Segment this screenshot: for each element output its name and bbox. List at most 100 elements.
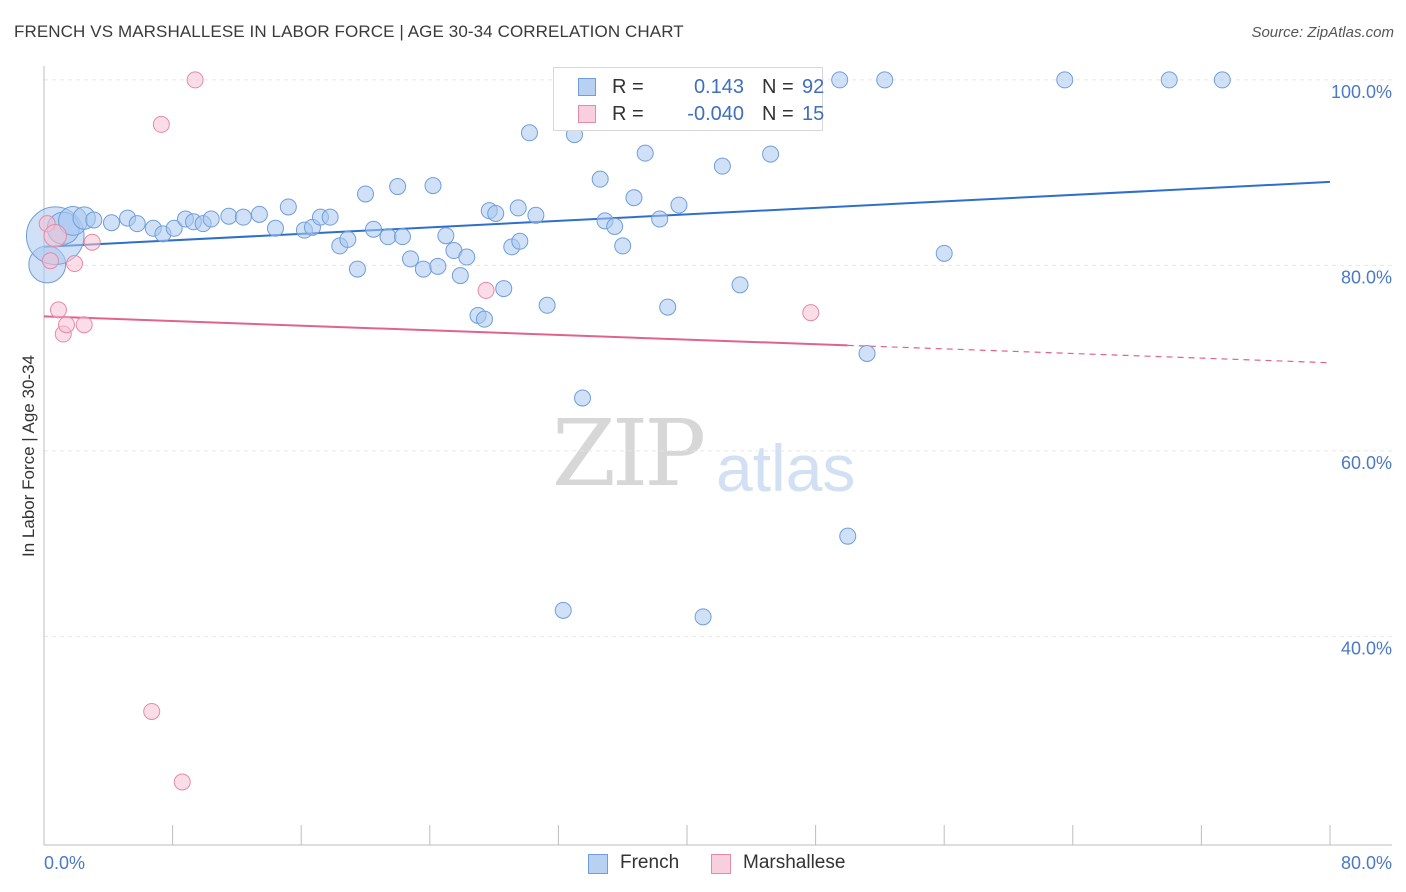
point-french[interactable] [511, 232, 529, 250]
point-french[interactable] [762, 145, 780, 163]
n-value: 92 [802, 76, 825, 98]
trend-line-marshallese [43, 315, 848, 347]
y-tick-label: 80.0% [1341, 267, 1392, 287]
point-french[interactable] [636, 144, 654, 162]
point-french[interactable] [365, 220, 383, 238]
r-value: -0.040 [687, 103, 744, 125]
point-french[interactable] [429, 257, 447, 275]
point-french[interactable] [202, 210, 220, 228]
legend-swatch-french [588, 854, 608, 874]
point-french[interactable] [831, 71, 849, 89]
stats-legend-box: R = 0.143 N = 92 R = -0.040 N = 15 [553, 67, 825, 131]
point-french[interactable] [165, 219, 183, 237]
point-french[interactable] [437, 227, 455, 245]
point-french[interactable] [266, 219, 284, 237]
point-french[interactable] [713, 157, 731, 175]
point-french[interactable] [103, 214, 121, 232]
point-french[interactable] [414, 260, 432, 278]
point-marshallese[interactable] [186, 71, 204, 89]
point-french[interactable] [279, 198, 297, 216]
point-french[interactable] [591, 170, 609, 188]
point-french[interactable] [520, 124, 538, 142]
point-french[interactable] [348, 260, 366, 278]
data-points [25, 71, 1231, 791]
point-marshallese[interactable] [58, 316, 76, 334]
point-french[interactable] [250, 205, 268, 223]
y-tick-label: 40.0% [1341, 638, 1392, 658]
point-french[interactable] [357, 185, 374, 203]
point-marshallese[interactable] [173, 773, 191, 791]
tick-labels: 40.0% 60.0% 80.0% 100.0% 0.0% 80.0% In Labor F… [19, 82, 1392, 873]
point-french[interactable] [451, 267, 469, 285]
point-french[interactable] [458, 248, 476, 266]
point-french[interactable] [234, 208, 252, 226]
point-french[interactable] [876, 71, 894, 89]
watermark-atlas: atlas [716, 431, 856, 505]
y-tick-label: 100.0% [1331, 82, 1392, 102]
point-marshallese[interactable] [43, 224, 67, 248]
point-french[interactable] [554, 601, 572, 619]
x-tick-label: 80.0% [1341, 853, 1392, 873]
point-french[interactable] [339, 230, 357, 248]
y-axis-title: In Labor Force | Age 30-34 [19, 355, 38, 557]
point-french[interactable] [389, 178, 407, 196]
point-french[interactable] [731, 276, 749, 294]
point-french[interactable] [402, 250, 420, 268]
point-marshallese[interactable] [75, 316, 93, 334]
point-marshallese[interactable] [143, 702, 161, 720]
french-swatch [578, 78, 596, 96]
point-marshallese[interactable] [152, 115, 170, 133]
chart-title: FRENCH VS MARSHALLESE IN LABOR FORCE | A… [14, 22, 684, 41]
point-french[interactable] [935, 244, 953, 262]
point-french[interactable] [424, 177, 442, 195]
point-french[interactable] [128, 215, 146, 233]
point-french[interactable] [670, 196, 688, 214]
point-marshallese[interactable] [802, 304, 820, 322]
point-french[interactable] [220, 207, 238, 225]
chart-source: Source: ZipAtlas.com [1251, 24, 1394, 41]
point-french[interactable] [495, 280, 513, 298]
legend-label-french: French [620, 852, 680, 873]
n-label: N = [762, 103, 794, 125]
point-french[interactable] [1056, 71, 1074, 89]
point-marshallese[interactable] [41, 252, 59, 270]
point-french[interactable] [379, 228, 397, 246]
marshallese-swatch [578, 105, 596, 123]
point-marshallese[interactable] [66, 255, 84, 273]
point-french[interactable] [538, 296, 556, 314]
legend-label-marshallese: Marshallese [743, 852, 846, 873]
trend-line-french [43, 180, 1331, 248]
y-tick-label: 60.0% [1341, 453, 1392, 473]
r-label: R = [612, 103, 644, 125]
point-french[interactable] [509, 199, 527, 217]
point-french[interactable] [651, 210, 669, 228]
point-french[interactable] [321, 208, 339, 226]
n-value: 15 [802, 103, 825, 125]
point-french[interactable] [527, 206, 545, 224]
point-french[interactable] [659, 298, 677, 316]
point-french[interactable] [475, 310, 493, 328]
point-french[interactable] [574, 389, 592, 407]
point-marshallese[interactable] [477, 281, 495, 299]
point-french[interactable] [1213, 71, 1231, 89]
r-label: R = [612, 76, 644, 98]
point-french[interactable] [858, 344, 876, 362]
point-french[interactable] [625, 189, 643, 207]
axes [43, 66, 1392, 846]
n-label: N = [762, 76, 794, 98]
point-french[interactable] [1160, 71, 1178, 89]
trend-lines [43, 180, 1331, 364]
point-marshallese[interactable] [49, 301, 67, 319]
r-value: 0.143 [693, 76, 744, 98]
legend-swatch-marshallese [711, 854, 731, 874]
point-french[interactable] [614, 237, 632, 255]
point-french[interactable] [839, 527, 857, 545]
point-french[interactable] [487, 204, 505, 222]
point-french[interactable] [85, 211, 103, 229]
point-french[interactable] [393, 228, 411, 246]
point-french[interactable] [694, 608, 712, 626]
point-french[interactable] [606, 217, 624, 235]
trend-line-extension-marshallese [847, 344, 1331, 364]
point-marshallese[interactable] [83, 233, 101, 251]
